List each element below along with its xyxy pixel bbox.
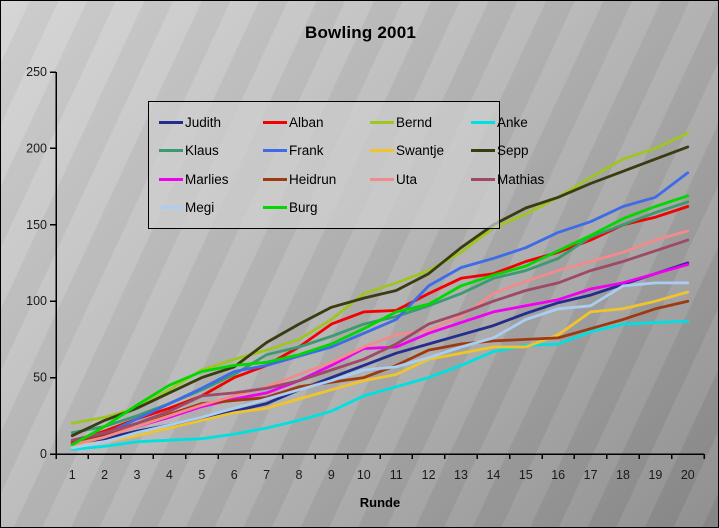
- y-tick-label: 100: [26, 294, 47, 308]
- legend-label: Judith: [185, 114, 222, 130]
- legend-swatch-icon: [370, 120, 394, 124]
- series-line-mathias: [70, 238, 690, 442]
- x-tick-label: 17: [584, 468, 598, 482]
- x-tick-label: 4: [166, 468, 173, 482]
- legend-entry-frank: Frank: [263, 143, 370, 158]
- legend-swatch-icon: [159, 177, 183, 181]
- x-tick-label: 11: [390, 468, 403, 482]
- legend-swatch-icon: [471, 120, 495, 124]
- x-tick-label: 15: [519, 468, 533, 482]
- legend-swatch-icon: [263, 149, 287, 153]
- legend-entry-sepp: Sepp: [471, 143, 529, 158]
- chart-title: Bowling 2001: [304, 23, 417, 42]
- legend-swatch-icon: [263, 177, 287, 181]
- x-tick-label: 20: [681, 468, 695, 482]
- x-tick-label: 1: [69, 468, 76, 482]
- x-tick-label: 9: [328, 468, 335, 482]
- legend-entry-megi: Megi: [159, 200, 263, 215]
- legend-label: Frank: [289, 143, 324, 159]
- series-line-anke: [70, 319, 690, 451]
- legend-label: Klaus: [185, 143, 219, 159]
- legend-entry-uta: Uta: [370, 172, 471, 187]
- x-tick-label: 18: [616, 468, 630, 482]
- series-line-megi: [70, 281, 690, 450]
- x-tick-label: 13: [454, 468, 468, 482]
- legend-label: Burg: [289, 200, 318, 216]
- x-tick-label: 16: [551, 468, 565, 482]
- legend-label: Mathias: [497, 171, 545, 187]
- legend-swatch-icon: [159, 149, 183, 153]
- y-tick-label: 200: [26, 141, 47, 155]
- legend-entry-anke: Anke: [471, 115, 528, 130]
- legend-swatch-icon: [159, 206, 183, 210]
- legend-entry-judith: Judith: [159, 115, 263, 130]
- legend-label: Swantje: [396, 143, 445, 159]
- legend-entry-klaus: Klaus: [159, 143, 263, 158]
- legend-label: Marlies: [185, 171, 229, 187]
- y-tick-label: 0: [40, 447, 47, 461]
- legend-entry-mathias: Mathias: [471, 172, 544, 187]
- x-axis-title: Runde: [359, 495, 401, 510]
- series-line-frank: [70, 171, 690, 448]
- legend-label: Megi: [185, 200, 215, 216]
- legend-entry-swantje: Swantje: [370, 143, 471, 158]
- series-line-sepp: [70, 145, 690, 438]
- x-tick-label: 19: [648, 468, 662, 482]
- series-line-klaus: [70, 200, 690, 435]
- series-line-heidrun: [70, 299, 690, 445]
- series-line-burg: [70, 194, 690, 447]
- series-line-uta: [70, 229, 690, 447]
- legend-swatch-icon: [370, 177, 394, 181]
- series-line-marlies: [70, 263, 690, 444]
- x-tick-label: 8: [296, 468, 303, 482]
- x-tick-label: 6: [231, 468, 238, 482]
- legend-swatch-icon: [370, 149, 394, 153]
- legend-swatch-icon: [471, 177, 495, 181]
- x-tick-label: 14: [486, 468, 500, 482]
- legend-swatch-icon: [471, 149, 495, 153]
- legend-entry-bernd: Bernd: [370, 115, 471, 130]
- legend: Judith Alban Bernd Anke Klaus Frank Swantje Sep…: [148, 101, 544, 229]
- legend-label: Heidrun: [289, 171, 337, 187]
- x-tick-label: 2: [101, 468, 108, 482]
- legend-entry-heidrun: Heidrun: [263, 172, 370, 187]
- legend-label: Sepp: [497, 143, 529, 159]
- x-tick-label: 7: [263, 468, 270, 482]
- legend-label: Alban: [289, 114, 324, 130]
- x-tick-label: 5: [198, 468, 205, 482]
- legend-entry-alban: Alban: [263, 115, 370, 130]
- x-tick-label: 12: [422, 468, 436, 482]
- y-tick-label: 50: [33, 371, 47, 385]
- legend-label: Uta: [396, 171, 418, 187]
- x-tick-label: 10: [357, 468, 371, 482]
- legend-swatch-icon: [159, 120, 183, 124]
- legend-entry-marlies: Marlies: [159, 172, 263, 187]
- series-line-swantje: [70, 290, 690, 448]
- legend-label: Anke: [497, 114, 528, 130]
- legend-swatch-icon: [263, 206, 287, 210]
- legend-label: Bernd: [396, 114, 433, 130]
- legend-entry-burg: Burg: [263, 200, 370, 215]
- y-tick-label: 250: [26, 65, 47, 79]
- legend-swatch-icon: [263, 120, 287, 124]
- series-line-bernd: [70, 131, 690, 425]
- x-tick-label: 3: [134, 468, 141, 482]
- y-tick-label: 150: [26, 218, 47, 232]
